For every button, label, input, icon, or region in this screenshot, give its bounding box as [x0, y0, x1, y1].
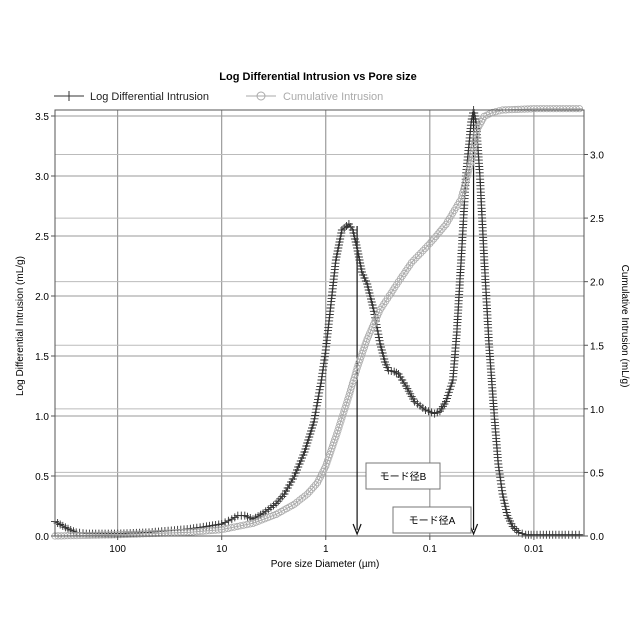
- y-tick-label-right: 0.0: [590, 532, 604, 543]
- legend-label-log-differential: Log Differential Intrusion: [90, 91, 209, 103]
- legend-label-cumulative: Cumulative Intrusion: [283, 91, 383, 103]
- annotation-label: モード径A: [409, 514, 456, 527]
- y-tick-label-left: 3.5: [35, 112, 49, 123]
- y-tick-label-left: 1.0: [35, 412, 49, 423]
- y-tick-label-left: 1.5: [35, 352, 49, 363]
- y-tick-label-left: 2.0: [35, 292, 49, 303]
- x-tick-label: 0.01: [524, 544, 544, 555]
- y-tick-label-right: 0.5: [590, 468, 604, 479]
- x-tick-label: 100: [109, 544, 126, 555]
- y-tick-label-right: 3.0: [590, 151, 604, 162]
- y-tick-label-left: 0.0: [35, 532, 49, 543]
- y-tick-label-right: 2.0: [590, 278, 604, 289]
- x-tick-label: 10: [216, 544, 228, 555]
- y-tick-label-left: 0.5: [35, 472, 49, 483]
- y-tick-label-left: 3.0: [35, 172, 49, 183]
- y-axis-label-left: Log Differential Intrusion (mL/g): [15, 256, 26, 396]
- x-tick-label: 0.1: [423, 544, 437, 555]
- annotation-label: モード径B: [380, 470, 427, 483]
- x-axis-label: Pore size Diameter (µm): [271, 559, 380, 570]
- y-tick-label-left: 2.5: [35, 232, 49, 243]
- x-tick-label: 1: [323, 544, 329, 555]
- y-tick-label-right: 1.0: [590, 405, 604, 416]
- y-tick-label-right: 2.5: [590, 214, 604, 225]
- chart-title: Log Differential Intrusion vs Pore size: [219, 71, 416, 83]
- y-axis-label-right: Cumulative Intrusion (mL/g): [619, 265, 630, 388]
- y-tick-label-right: 1.5: [590, 341, 604, 352]
